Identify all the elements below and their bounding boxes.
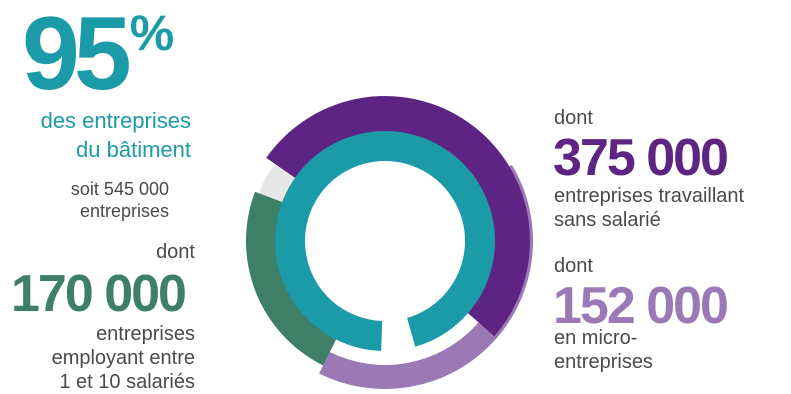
segment-sans-salarie xyxy=(266,96,530,337)
headline-label-line2: du bâtiment xyxy=(76,137,191,162)
left-description-line3: 1 et 10 salariés xyxy=(59,371,195,393)
right-bottom-dont: dont xyxy=(554,255,593,277)
right-top-description-line2: sans salarié xyxy=(554,209,661,231)
headline-sub-line2: entreprises xyxy=(79,201,169,221)
left-description-line1: entreprises xyxy=(96,323,195,345)
segment-1-10-salaries xyxy=(245,191,337,366)
right-bottom-description-line1: en micro- xyxy=(554,327,638,349)
headline-label-line1: des entreprises xyxy=(40,108,191,133)
left-dont: dont xyxy=(156,241,195,263)
left-description: entreprises employant entre 1 et 10 sala… xyxy=(52,322,195,394)
right-top-description: entreprises travaillant sans salarié xyxy=(554,184,744,232)
segment-micro-entreprises xyxy=(319,164,533,389)
right-bottom-number: 152 000 xyxy=(553,277,729,335)
right-top-dont: dont xyxy=(554,107,593,129)
headline-sub: soit 545 000 entreprises xyxy=(71,178,169,222)
percent-value: 95 xyxy=(22,0,132,112)
left-description-line2: employant entre xyxy=(51,347,195,369)
headline-percent: 95% xyxy=(22,2,174,106)
right-bottom-description-line2: entreprises xyxy=(554,351,653,373)
segment-95-percent xyxy=(275,130,496,351)
left-number: 170 000 xyxy=(11,265,187,323)
right-top-description-line1: entreprises travaillant xyxy=(554,185,745,207)
right-bottom-description: en micro- entreprises xyxy=(554,326,653,374)
right-top-number: 375 000 xyxy=(553,129,729,187)
headline-label: des entreprises du bâtiment xyxy=(41,106,191,164)
headline-sub-line1: soit 545 000 xyxy=(70,179,169,199)
percent-sign: % xyxy=(129,5,175,61)
